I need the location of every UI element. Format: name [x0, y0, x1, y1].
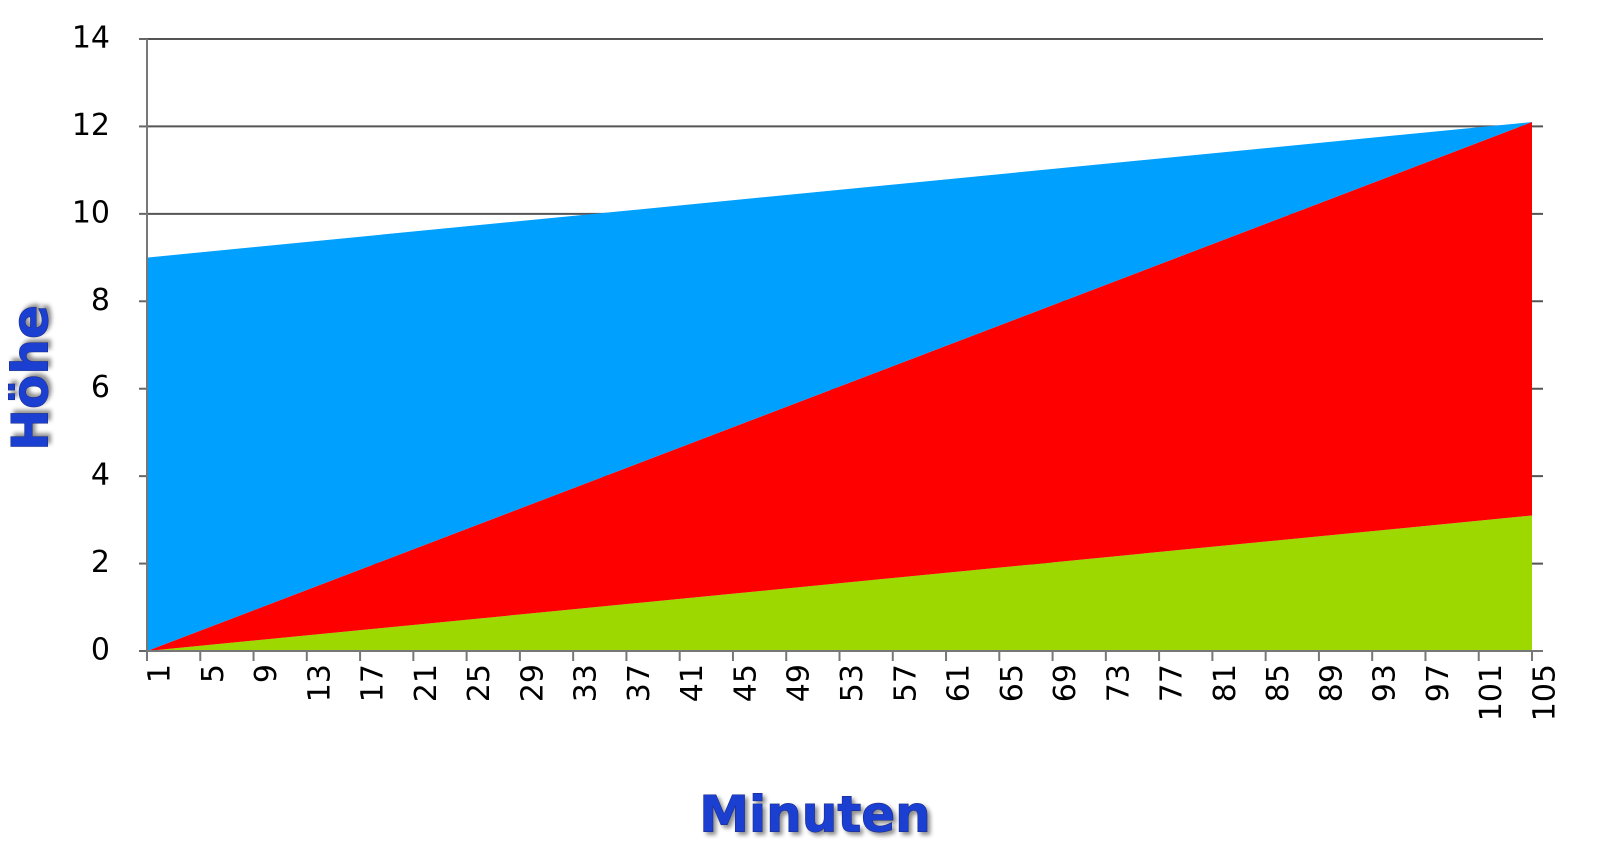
x-axis-title: Minuten [699, 786, 931, 844]
y-tick-label: 8 [91, 283, 110, 318]
x-tick-label: 13 [302, 664, 337, 702]
x-tick-label: 69 [1048, 664, 1083, 702]
y-tick-label: 14 [72, 21, 110, 56]
x-tick-label: 29 [515, 664, 550, 702]
x-tick-label: 81 [1208, 664, 1243, 702]
x-tick-label: 65 [995, 664, 1030, 702]
x-tick-label: 45 [728, 664, 763, 702]
x-tick-label: 85 [1261, 664, 1296, 702]
x-tick-label: 9 [249, 664, 284, 683]
x-tick-label: 105 [1528, 664, 1563, 721]
x-tick-label: 1 [143, 664, 178, 683]
area [147, 122, 1532, 652]
x-tick-label: 77 [1155, 664, 1190, 702]
y-tick-label: 6 [91, 370, 110, 405]
y-tick-label: 10 [72, 195, 110, 230]
x-tick-label: 37 [622, 664, 657, 702]
x-tick-label: 101 [1474, 664, 1509, 721]
x-tick-label: 21 [409, 664, 444, 702]
x-tick-label: 5 [196, 664, 231, 683]
y-tick-label: 2 [91, 545, 110, 580]
x-tick-label: 25 [462, 664, 497, 702]
y-tick-label: 12 [72, 108, 110, 143]
x-tick-label: 93 [1368, 664, 1403, 702]
x-tick-label: 57 [888, 664, 923, 702]
y-tick-label: 4 [91, 458, 110, 493]
y-axis-title: Höhe [2, 305, 60, 451]
x-tick-label: 53 [835, 664, 870, 702]
x-tick-label: 49 [782, 664, 817, 702]
x-tick-label: 33 [569, 664, 604, 702]
y-tick-label: 0 [91, 633, 110, 668]
x-tick-label: 17 [356, 664, 391, 702]
x-tick-label: 73 [1101, 664, 1136, 702]
x-tick-label: 61 [942, 664, 977, 702]
x-tick-label: 41 [675, 664, 710, 702]
x-tick-label: 97 [1421, 664, 1456, 702]
x-tick-label: 89 [1314, 664, 1349, 702]
